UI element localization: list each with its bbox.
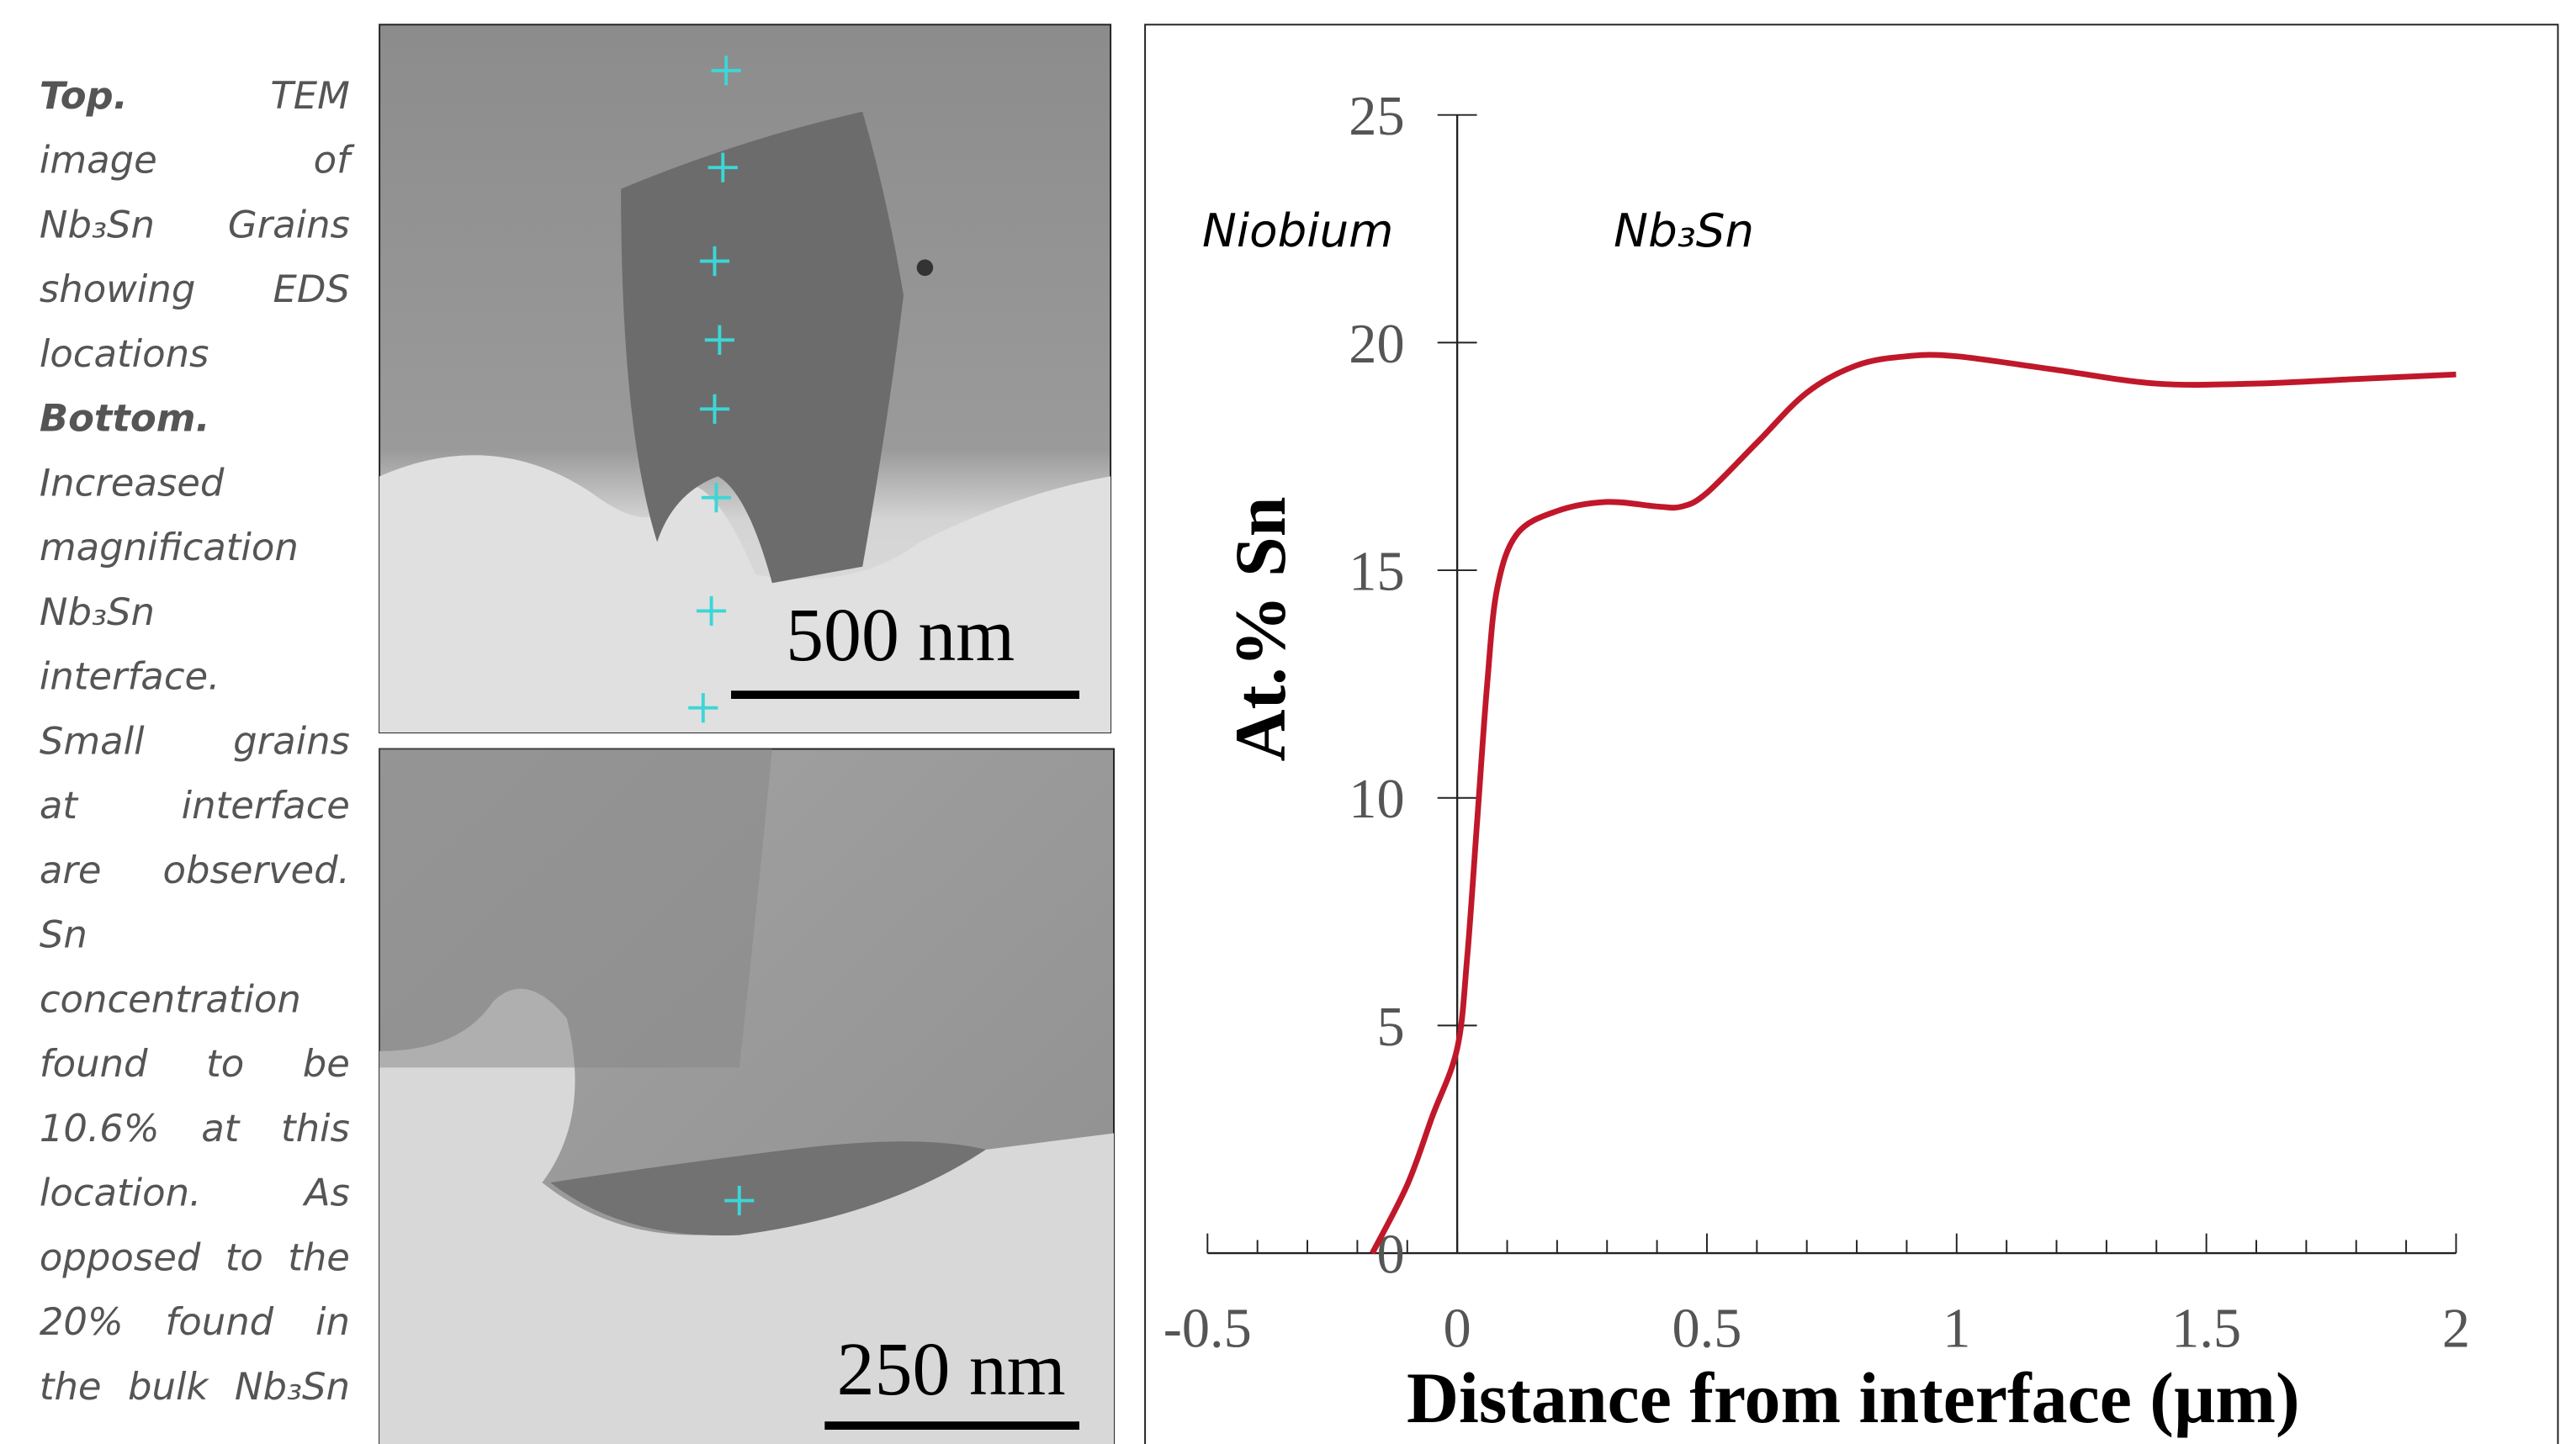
- caption-line: Sn: [40, 912, 87, 957]
- x-tick-label: 2: [2442, 1298, 2470, 1359]
- page: 500 nm 250 nm Niobium Nb₃Sn Distance fro…: [0, 0, 2576, 1444]
- x-tick-label: 0: [1444, 1298, 1471, 1359]
- caption-heading: Top.: [40, 73, 128, 118]
- tem-image-top: 500 nm: [379, 24, 1110, 733]
- caption-line: locations: [40, 331, 209, 376]
- scale-label: 500 nm: [786, 594, 1015, 677]
- caption-line: location. As: [40, 1171, 350, 1215]
- scale-label: 250 nm: [837, 1328, 1066, 1411]
- caption-line: showing EDS: [40, 267, 350, 311]
- caption-line: interface.: [40, 654, 220, 699]
- caption-heading: Bottom.: [40, 396, 210, 441]
- caption-line: opposed to the: [40, 1235, 350, 1279]
- y-axis-label: At.% Sn: [1220, 496, 1301, 761]
- caption-line: magnification: [40, 525, 299, 569]
- caption-line: found to be: [40, 1041, 350, 1086]
- y-tick-label: 10: [1349, 769, 1404, 830]
- x-tick-label: 0.5: [1672, 1298, 1741, 1359]
- x-tick-label: 1.5: [2171, 1298, 2241, 1359]
- annotation: Niobium: [1202, 204, 1393, 257]
- x-axis-label: Distance from interface (µm): [1407, 1357, 2300, 1438]
- caption-line: image of: [40, 138, 355, 182]
- tem-image-bottom: 250 nm: [379, 749, 1114, 1444]
- caption-line: concentration: [40, 976, 301, 1021]
- caption-line: 10.6% at this: [40, 1106, 350, 1150]
- caption-line: the bulk Nb₃Sn: [40, 1364, 350, 1409]
- caption-line: at interface: [40, 783, 350, 828]
- caption-line: Nb₃Sn Grains: [40, 202, 350, 246]
- caption-line: TEM: [270, 73, 350, 118]
- caption-line: 20% found in: [40, 1299, 350, 1344]
- annotation: Nb₃Sn: [1614, 204, 1754, 257]
- y-tick-label: 20: [1349, 314, 1404, 375]
- caption-line: Increased: [40, 460, 225, 505]
- caption-line: are observed.: [40, 848, 350, 892]
- caption-line: Nb₃Sn: [40, 590, 155, 634]
- x-tick-label: 1: [1943, 1298, 1970, 1359]
- y-tick-label: 15: [1349, 541, 1404, 602]
- caption-line: Small grains: [40, 718, 350, 763]
- y-tick-label: 25: [1349, 86, 1404, 147]
- x-tick-label: -0.5: [1163, 1298, 1252, 1359]
- y-tick-label: 5: [1376, 997, 1404, 1058]
- data-line: [1372, 355, 2456, 1253]
- slide: 500 nm 250 nm Niobium Nb₃Sn Distance fro…: [0, 0, 2576, 1444]
